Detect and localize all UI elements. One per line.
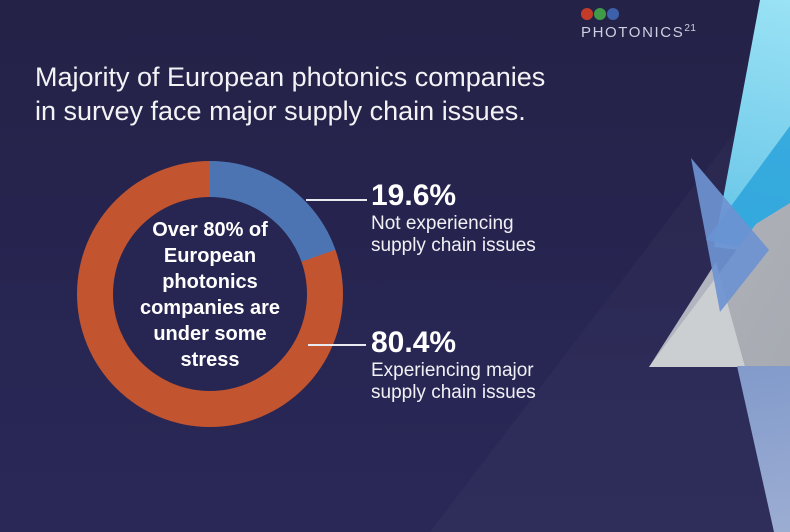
photonics21-logo: PHOTONICS21 [581,8,696,41]
logo-dot-green-icon [594,8,606,20]
logo-dot-blue-icon [607,8,619,20]
logo-wordmark: PHOTONICS21 [581,23,696,41]
page-title-line1: Majority of European photonics companies [35,62,546,92]
callout-connector-line-blue [306,199,367,201]
donut-center-text-line: companies are [139,297,281,319]
logo-brand-text: PHOTONICS [581,24,685,41]
callout-description: Not experiencing supply chain issues [371,213,536,257]
callout-connector-line-orange [308,344,366,346]
logo-dot-red-icon [581,8,593,20]
donut-center-text-line: stress [180,349,240,371]
logo-superscript: 21 [684,23,697,34]
callout-description-line1: Not experiencing [371,213,514,234]
callout-value: 80.4% [371,326,457,359]
donut-center-text-line: Over 80% of [152,219,268,241]
page-title: Majority of European photonics companies… [35,60,545,128]
donut-center-text-line: under some [153,323,267,345]
donut-center-text-line: photonics [162,271,258,293]
callout-description-line1: Experiencing major [371,360,534,381]
callout-value: 19.6% [371,179,457,212]
page-title-line2: in survey face major supply chain issues… [35,96,526,126]
callout-not-experiencing: 19.6% Not experiencing supply chain issu… [371,180,536,257]
donut-center: Over 80% of European photonics companies… [113,197,307,391]
callout-description: Experiencing major supply chain issues [371,360,536,404]
callout-description-line2: supply chain issues [371,382,536,403]
donut-chart: Over 80% of European photonics companies… [77,161,343,427]
callout-experiencing-major: 80.4% Experiencing major supply chain is… [371,327,536,404]
logo-dots [581,8,696,20]
callout-description-line2: supply chain issues [371,235,536,256]
donut-center-text-line: European [163,245,257,267]
